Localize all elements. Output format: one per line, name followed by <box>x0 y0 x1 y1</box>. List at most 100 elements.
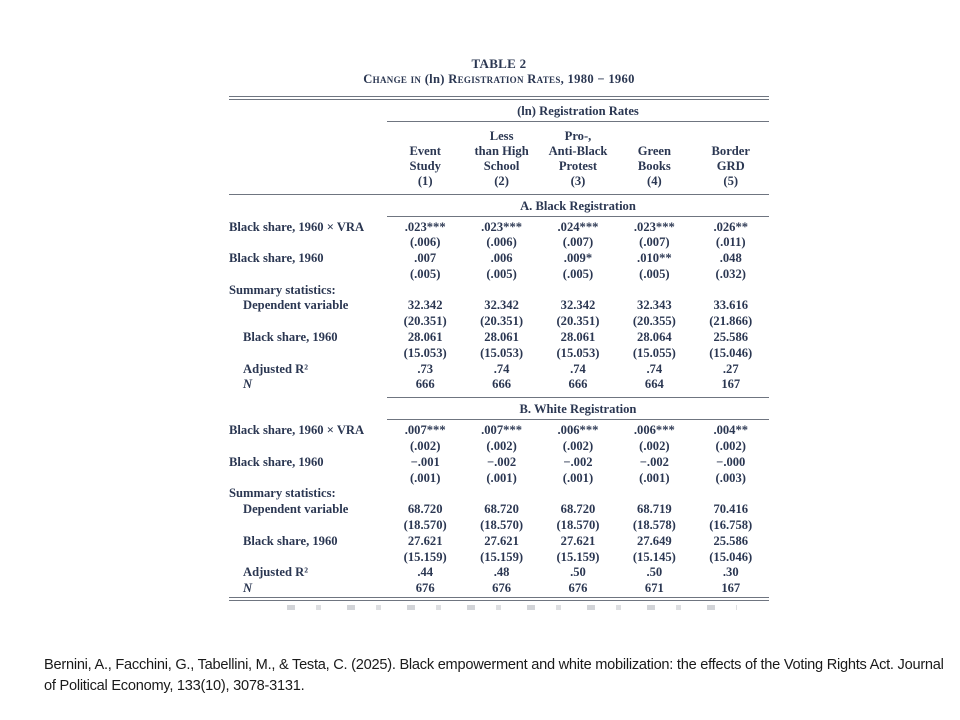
cell-se: (15.159) <box>403 549 447 564</box>
column-number: (1) <box>417 173 433 188</box>
cell: −.002 (.001) <box>540 455 616 487</box>
cell-value: 32.342 <box>484 298 519 313</box>
cell-se: (15.053) <box>403 345 447 360</box>
cell: .006*** (.002) <box>540 423 616 455</box>
cell-value: 25.586 <box>713 533 749 548</box>
cell-se: (.002) <box>409 439 441 454</box>
cell-value: 27.621 <box>560 533 596 548</box>
row-label: Adjusted R² <box>243 361 309 376</box>
cell-se: (16.758) <box>709 518 753 533</box>
cell-value: 25.586 <box>713 330 749 345</box>
cell-value: .50 <box>570 565 586 580</box>
cell-value: 27.649 <box>637 533 672 548</box>
cell: 27.621 (15.159) <box>463 534 539 566</box>
column-header-line: Protest <box>558 158 598 173</box>
cell-se: (20.355) <box>632 314 676 329</box>
cell: −.002 (.001) <box>463 455 539 487</box>
column-header-line: School <box>483 158 520 173</box>
cell-se: (15.159) <box>556 549 600 564</box>
cell: .010** (.005) <box>616 251 692 283</box>
cell: .30 <box>693 565 769 581</box>
cell: 676 <box>463 581 539 597</box>
caption-ln: (ln) <box>424 72 445 86</box>
cell: 33.616 (21.866) <box>693 298 769 330</box>
cell: −.001 (.001) <box>387 455 463 487</box>
cell: 27.649 (15.145) <box>616 534 692 566</box>
cell-value: −.002 <box>486 454 517 469</box>
cell: −.000 (.003) <box>693 455 769 487</box>
cell-value: 68.720 <box>560 502 596 517</box>
cell-se: (.001) <box>562 470 594 485</box>
cell-value: .010** <box>637 251 672 266</box>
cell-value: .024*** <box>557 219 599 234</box>
cell: 666 <box>463 377 539 393</box>
table-body: (ln) Registration Rates Event Study (1) Less… <box>229 100 769 598</box>
cell: 25.586 (15.046) <box>693 534 769 566</box>
cell-value: .30 <box>722 565 739 580</box>
cell-value: 32.342 <box>560 298 596 313</box>
cell: 27.621 (15.159) <box>540 534 616 566</box>
table-row: Black share, 1960 × VRA .023*** (.006) .023… <box>229 220 769 252</box>
cell-value: 167 <box>721 581 741 596</box>
column-header: Pro-, Anti-Black Protest (3) <box>540 129 616 189</box>
table-row: Dependent variable 32.342 (20.351) 32.342 (2… <box>229 298 769 330</box>
column-header: Green Books (4) <box>616 129 692 189</box>
cell: .048 (.032) <box>693 251 769 283</box>
cell: 68.720 (18.570) <box>387 502 463 534</box>
cell: .006 (.005) <box>463 251 539 283</box>
column-header-line: Anti-Black <box>548 143 608 158</box>
cell: .44 <box>387 565 463 581</box>
table-row: N 676 676 676 671 167 <box>229 581 769 597</box>
column-number: (4) <box>647 173 662 188</box>
cell: 32.342 (20.351) <box>387 298 463 330</box>
cell: 28.061 (15.053) <box>540 330 616 362</box>
cell-value: .74 <box>646 361 663 376</box>
cell-value: .048 <box>719 251 742 266</box>
cell-value: 68.719 <box>637 502 672 517</box>
row-label-spacer <box>229 100 387 122</box>
row-label: N <box>243 581 253 596</box>
cell-se: (15.055) <box>632 345 676 360</box>
cell-value: .009* <box>563 251 593 266</box>
cell-value: .27 <box>722 361 739 376</box>
cell: .024*** (.007) <box>540 220 616 252</box>
cell: .48 <box>463 565 539 581</box>
cell-value: −.002 <box>639 454 669 469</box>
cell-se: (.001) <box>486 470 517 485</box>
column-header-line: Study <box>409 158 441 173</box>
row-label: Adjusted R² <box>243 565 309 580</box>
cell-se: (15.159) <box>480 549 524 564</box>
cell-se: (.032) <box>715 266 746 281</box>
column-header-line: Event <box>409 143 441 158</box>
cell: 28.061 (15.053) <box>387 330 463 362</box>
table-row: Black share, 1960 −.001 (.001) −.002 (.001) −… <box>229 455 769 487</box>
cell-se: (.002) <box>562 439 594 454</box>
cell: .007 (.005) <box>387 251 463 283</box>
cell-se: (.001) <box>409 470 441 485</box>
table-row: Black share, 1960 28.061 (15.053) 28.061 (15… <box>229 330 769 362</box>
cell-value: 666 <box>568 377 588 392</box>
row-label: Black share, 1960 <box>229 251 324 266</box>
cell-value: .004** <box>713 423 749 438</box>
cell: .74 <box>540 362 616 378</box>
cell-value: −.001 <box>410 454 440 469</box>
citation-text: Bernini, A., Facchini, G., Tabellini, M.… <box>44 657 944 695</box>
cell-value: 68.720 <box>407 502 443 517</box>
row-label: Summary statistics: <box>229 486 336 501</box>
cell: 32.342 (20.351) <box>463 298 539 330</box>
row-label-spacer <box>229 129 387 189</box>
cell-value: 28.061 <box>407 330 443 345</box>
cell: 664 <box>616 377 692 393</box>
column-header-row: Event Study (1) Less than High School (2) Pro-,… <box>229 122 769 195</box>
cell-value: 33.616 <box>713 298 749 313</box>
bottom-double-rule <box>229 597 769 601</box>
cell: 666 <box>387 377 463 393</box>
spanner-label: (ln) Registration Rates <box>387 100 769 122</box>
cell-se: (18.570) <box>556 518 600 533</box>
table-row: Dependent variable 68.720 (18.570) 68.720 (1… <box>229 502 769 534</box>
cell: .74 <box>463 362 539 378</box>
cell-value: 28.061 <box>560 330 596 345</box>
table-row: Summary statistics: <box>229 283 769 299</box>
panel-title-row: B. White Registration <box>229 393 769 423</box>
cell-value: 167 <box>721 377 741 392</box>
